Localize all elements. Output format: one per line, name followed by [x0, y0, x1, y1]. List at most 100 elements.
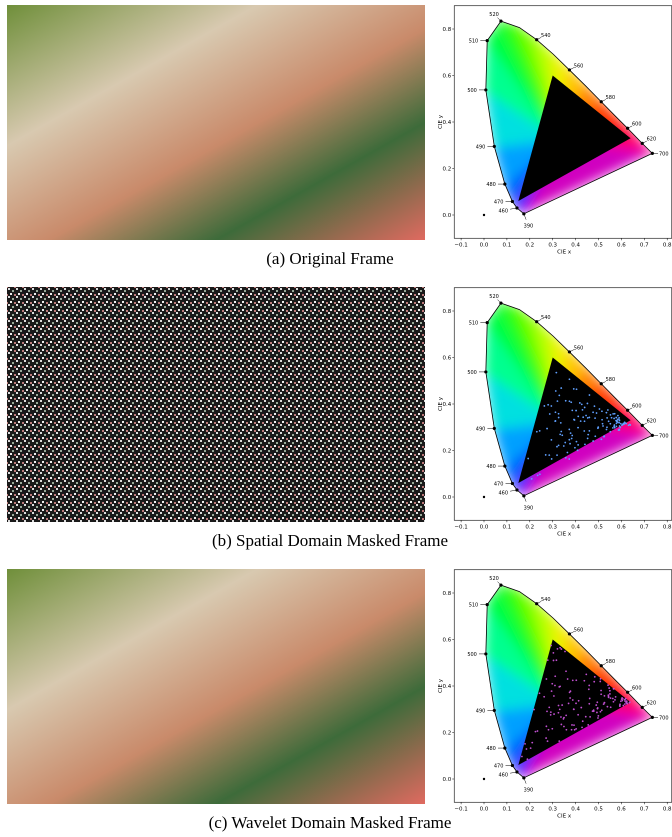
scatter-point — [597, 717, 599, 719]
scatter-point — [617, 415, 619, 417]
wavelength-label: 700 — [659, 433, 669, 439]
scatter-point — [553, 660, 555, 662]
scatter-point — [616, 420, 618, 422]
y-axis-label: CIE y — [438, 396, 444, 411]
scatter-point — [594, 435, 596, 437]
scatter-point — [558, 686, 560, 688]
scatter-point — [614, 699, 616, 701]
scatter-point — [599, 681, 601, 683]
wavelength-label: 540 — [541, 597, 551, 603]
wavelength-label: 480 — [486, 746, 496, 752]
frame-image — [7, 287, 425, 522]
scatter-point — [558, 712, 560, 714]
scatter-point — [595, 704, 597, 706]
scatter-point — [548, 454, 550, 456]
scatter-point — [561, 704, 563, 706]
scatter-point — [548, 729, 550, 731]
wavelength-label: 580 — [606, 95, 616, 101]
scatter-point — [574, 447, 576, 449]
scatter-point — [563, 717, 565, 719]
y-tick-label: 0.8 — [442, 591, 451, 597]
scatter-point — [587, 724, 589, 726]
y-tick-label: 0.6 — [442, 638, 451, 644]
wavelength-label: 490 — [476, 144, 486, 150]
scatter-point — [556, 446, 558, 448]
scatter-point — [584, 407, 586, 409]
scatter-point — [569, 691, 571, 693]
scatter-point — [594, 676, 596, 678]
x-tick-label: 0.1 — [503, 806, 512, 812]
scatter-point — [539, 692, 541, 694]
x-tick-label: 0.2 — [525, 242, 534, 248]
scatter-point — [600, 693, 602, 695]
wavelength-label: 480 — [486, 464, 496, 470]
scatter-point — [582, 720, 584, 722]
scatter-point — [622, 705, 624, 707]
scatter-point — [563, 726, 565, 728]
x-tick-label: 0.6 — [617, 806, 626, 812]
scatter-point — [614, 427, 616, 429]
scatter-point — [556, 659, 558, 661]
scatter-point — [577, 427, 579, 429]
scatter-point — [568, 458, 570, 460]
y-tick-label: 0.8 — [442, 309, 451, 315]
scatter-point — [551, 690, 553, 692]
scatter-point — [545, 725, 547, 727]
scatter-point — [587, 417, 589, 419]
scatter-point — [575, 679, 577, 681]
y-tick-label: 0.8 — [442, 27, 451, 33]
wavelength-dot — [568, 632, 571, 635]
scatter-point — [577, 416, 579, 418]
scatter-point — [560, 387, 562, 389]
y-tick-label: 0.2 — [442, 731, 451, 737]
scatter-point — [606, 426, 608, 428]
scatter-point — [603, 703, 605, 705]
scatter-point — [604, 695, 606, 697]
scatter-point — [548, 706, 550, 708]
wavelength-label: 390 — [524, 223, 534, 229]
x-tick-label: −0.1 — [454, 242, 467, 248]
scatter-point — [546, 428, 548, 430]
scatter-point — [559, 433, 561, 435]
scatter-point — [600, 690, 602, 692]
scatter-point — [589, 698, 591, 700]
scatter-point — [569, 378, 571, 380]
scatter-point — [546, 678, 548, 680]
x-tick-label: 0.5 — [594, 806, 603, 812]
wavelength-tick — [498, 300, 501, 303]
scatter-point — [569, 697, 571, 699]
scatter-point — [603, 436, 605, 438]
scatter-point — [554, 685, 556, 687]
scatter-point — [588, 703, 590, 705]
x-tick-label: 0.5 — [594, 242, 603, 248]
wavelength-label: 390 — [524, 505, 534, 511]
x-tick-label: 0.2 — [525, 806, 534, 812]
wavelength-label: 540 — [541, 315, 551, 321]
scatter-point — [612, 698, 614, 700]
scatter-point — [592, 440, 594, 442]
scatter-point — [608, 420, 610, 422]
scatter-point — [558, 413, 560, 415]
wavelength-label: 600 — [632, 686, 642, 692]
scatter-point — [560, 716, 562, 718]
panel: (c) Wavelet Domain Masked Frame390460470… — [7, 569, 672, 832]
scatter-point — [568, 429, 570, 431]
scatter-point — [553, 713, 555, 715]
scatter-point — [612, 413, 614, 415]
scatter-point — [610, 414, 612, 416]
scatter-point — [612, 427, 614, 429]
scatter-point — [574, 729, 576, 731]
scatter-point — [557, 648, 559, 650]
scatter-point — [609, 431, 611, 433]
scatter-point — [610, 697, 612, 699]
scatter-point — [539, 473, 541, 475]
x-tick-label: 0.3 — [548, 806, 557, 812]
scatter-point — [585, 415, 587, 417]
x-tick-label: 0.3 — [548, 242, 557, 248]
scatter-point — [602, 425, 604, 427]
scatter-point — [626, 702, 628, 704]
scatter-point — [530, 747, 532, 749]
scatter-point — [533, 709, 535, 711]
scatter-point — [610, 706, 612, 708]
scatter-point — [547, 404, 549, 406]
